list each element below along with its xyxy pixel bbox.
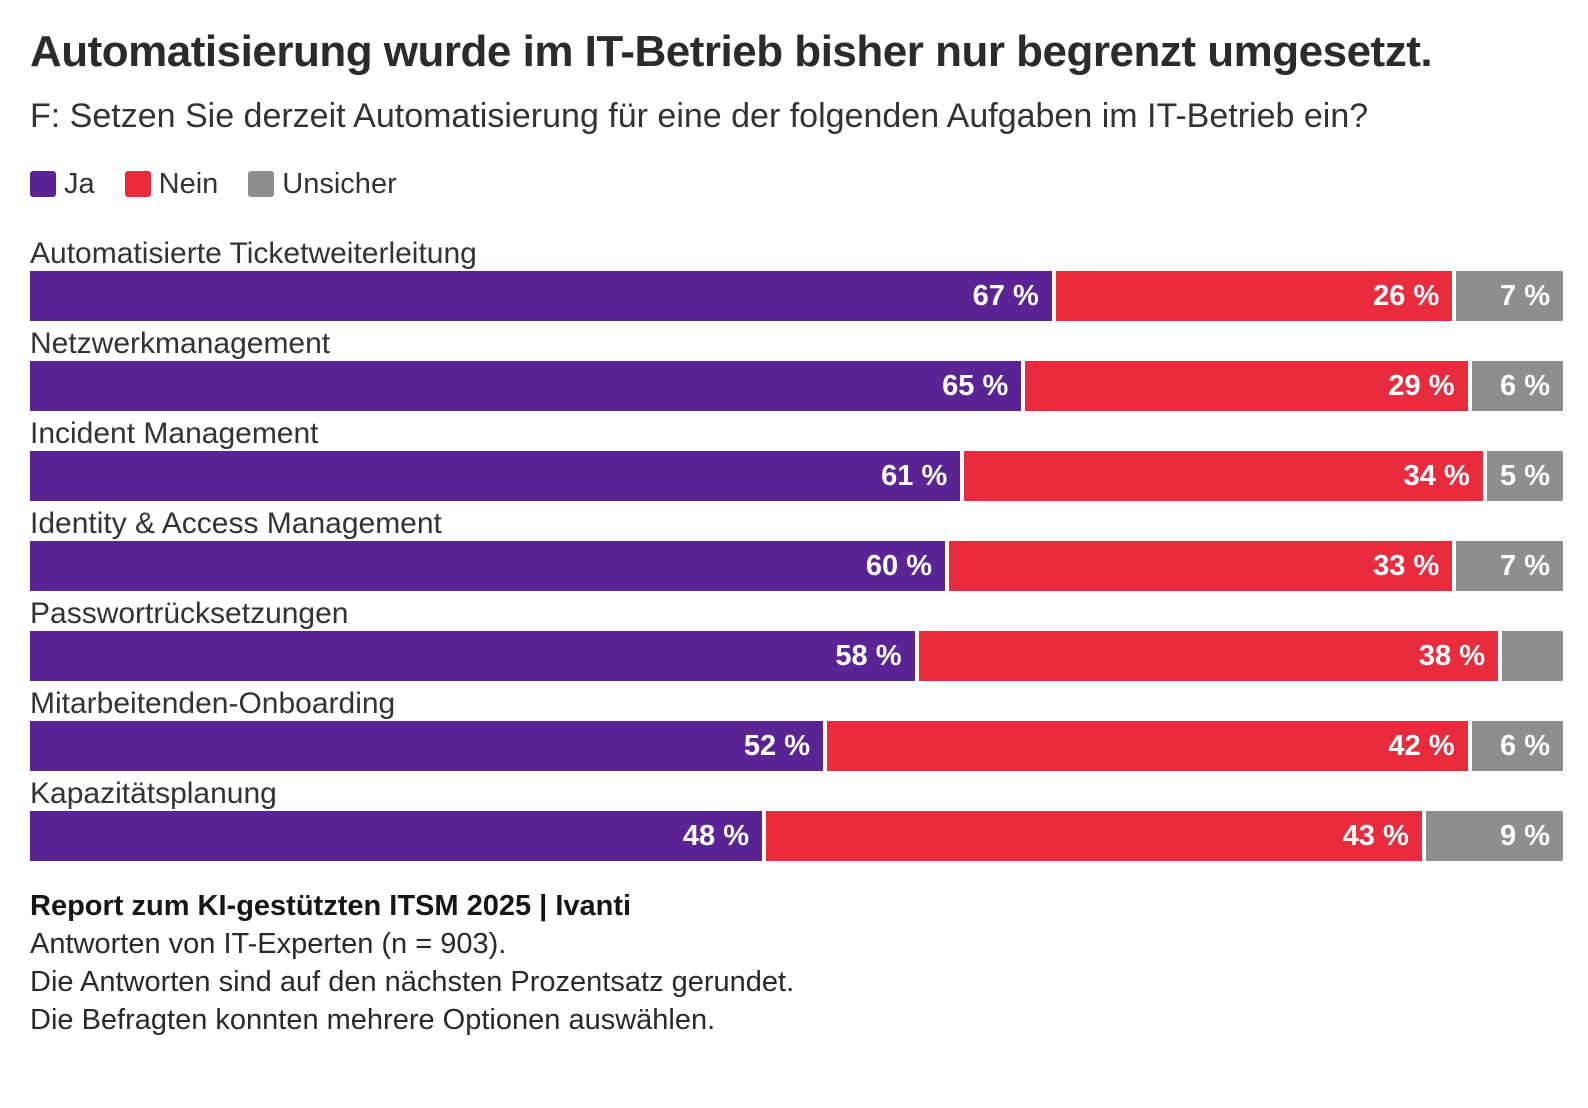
bar-segment-ja: 67 %	[30, 271, 1052, 321]
bar-segment-nein: 29 %	[1025, 361, 1468, 411]
segment-value-label: 33 %	[1373, 549, 1440, 582]
bar-segment-nein: 34 %	[964, 451, 1483, 501]
legend-swatch-icon	[248, 171, 275, 197]
page-title: Automatisierung wurde im IT-Betrieb bish…	[30, 27, 1433, 76]
chart-row: Automatisierte Ticketweiterleitung 67 % 26…	[30, 239, 1563, 321]
segment-value-label: 9 %	[1500, 819, 1550, 852]
legend-label: Nein	[158, 167, 219, 200]
segment-value-label: 65 %	[942, 369, 1009, 402]
category-label: Netzwerkmanagement	[30, 327, 331, 360]
stacked-bar: 60 % 33 % 7 %	[30, 541, 1563, 591]
legend-item-ja: Ja	[30, 168, 95, 201]
survey-question: F: Setzen Sie derzeit Automatisierung fü…	[30, 97, 1369, 135]
bar-segment-unsicher: 6 %	[1471, 361, 1563, 411]
bar-segment-unsicher: 9 %	[1425, 811, 1563, 861]
segment-value-label: 60 %	[865, 549, 932, 582]
legend-label: Unsicher	[282, 167, 397, 200]
segment-value-label: 38 %	[1418, 639, 1485, 672]
legend-swatch-icon	[30, 171, 56, 197]
footnote-sample: Antworten von IT-Experten (n = 903).	[30, 928, 507, 960]
chart-row: Kapazitätsplanung 48 % 43 % 9 %	[30, 779, 1563, 861]
segment-value-label: 52 %	[743, 729, 810, 762]
chart-row: Passwortrücksetzungen 58 % 38 %	[30, 599, 1563, 681]
bar-segment-unsicher: 5 %	[1486, 451, 1563, 501]
segment-value-label: 34 %	[1403, 459, 1470, 492]
source-line: Report zum KI-gestützten ITSM 2025 | Iva…	[30, 890, 632, 922]
bar-segment-ja: 61 %	[30, 451, 961, 501]
bar-segment-unsicher: 6 %	[1471, 721, 1563, 771]
segment-value-label: 67 %	[972, 279, 1039, 312]
segment-value-label: 26 %	[1373, 279, 1440, 312]
bar-segment-ja: 52 %	[30, 721, 823, 771]
bar-segment-nein: 26 %	[1055, 271, 1453, 321]
stacked-bar: 65 % 29 % 6 %	[30, 361, 1563, 411]
chart-row: Identity & Access Management 60 % 33 % 7 %	[30, 509, 1563, 591]
segment-value-label: 43 %	[1342, 819, 1409, 852]
bar-segment-nein: 42 %	[827, 721, 1468, 771]
segment-value-label: 42 %	[1388, 729, 1455, 762]
segment-value-label: 6 %	[1500, 729, 1550, 762]
segment-value-label: 5 %	[1500, 459, 1550, 492]
footer: Report zum KI-gestützten ITSM 2025 | Iva…	[30, 887, 1563, 1039]
bar-segment-unsicher	[1502, 631, 1563, 681]
bar-segment-ja: 65 %	[30, 361, 1022, 411]
segment-value-label: 48 %	[682, 819, 749, 852]
category-label: Kapazitätsplanung	[30, 777, 277, 810]
stacked-bar: 67 % 26 % 7 %	[30, 271, 1563, 321]
stacked-bar-chart: Automatisierte Ticketweiterleitung 67 % 26…	[30, 239, 1563, 861]
stacked-bar: 48 % 43 % 9 %	[30, 811, 1563, 861]
segment-value-label: 7 %	[1500, 549, 1550, 582]
category-label: Identity & Access Management	[30, 507, 442, 540]
category-label: Incident Management	[30, 417, 319, 450]
stacked-bar: 58 % 38 %	[30, 631, 1563, 681]
segment-value-label: 6 %	[1500, 369, 1550, 402]
bar-segment-ja: 58 %	[30, 631, 915, 681]
bar-segment-unsicher: 7 %	[1456, 541, 1563, 591]
segment-value-label: 58 %	[835, 639, 902, 672]
stacked-bar: 61 % 34 % 5 %	[30, 451, 1563, 501]
segment-value-label: 29 %	[1388, 369, 1455, 402]
bar-segment-nein: 38 %	[918, 631, 1498, 681]
footnote-multi-select: Die Befragten konnten mehrere Optionen a…	[30, 1004, 716, 1036]
legend-item-nein: Nein	[124, 167, 219, 201]
bar-segment-nein: 43 %	[766, 811, 1422, 861]
chart-row: Mitarbeitenden-Onboarding 52 % 42 % 6 %	[30, 689, 1563, 771]
category-label: Mitarbeitenden-Onboarding	[30, 687, 396, 720]
stacked-bar: 52 % 42 % 6 %	[30, 721, 1563, 771]
segment-value-label: 61 %	[881, 459, 948, 492]
category-label: Automatisierte Ticketweiterleitung	[30, 237, 477, 270]
bar-segment-ja: 60 %	[30, 541, 945, 591]
bar-segment-nein: 33 %	[949, 541, 1453, 591]
chart-row: Netzwerkmanagement 65 % 29 % 6 %	[30, 329, 1563, 411]
legend-item-unsicher: Unsicher	[248, 167, 397, 201]
legend: Ja Nein Unsicher	[30, 167, 1563, 201]
bar-segment-unsicher: 7 %	[1456, 271, 1563, 321]
chart-row: Incident Management 61 % 34 % 5 %	[30, 419, 1563, 501]
bar-segment-ja: 48 %	[30, 811, 762, 861]
segment-value-label: 7 %	[1500, 279, 1550, 312]
category-label: Passwortrücksetzungen	[30, 597, 349, 630]
legend-swatch-icon	[124, 171, 151, 197]
legend-label: Ja	[64, 167, 95, 200]
footnote-rounding: Die Antworten sind auf den nächsten Proz…	[30, 966, 795, 998]
